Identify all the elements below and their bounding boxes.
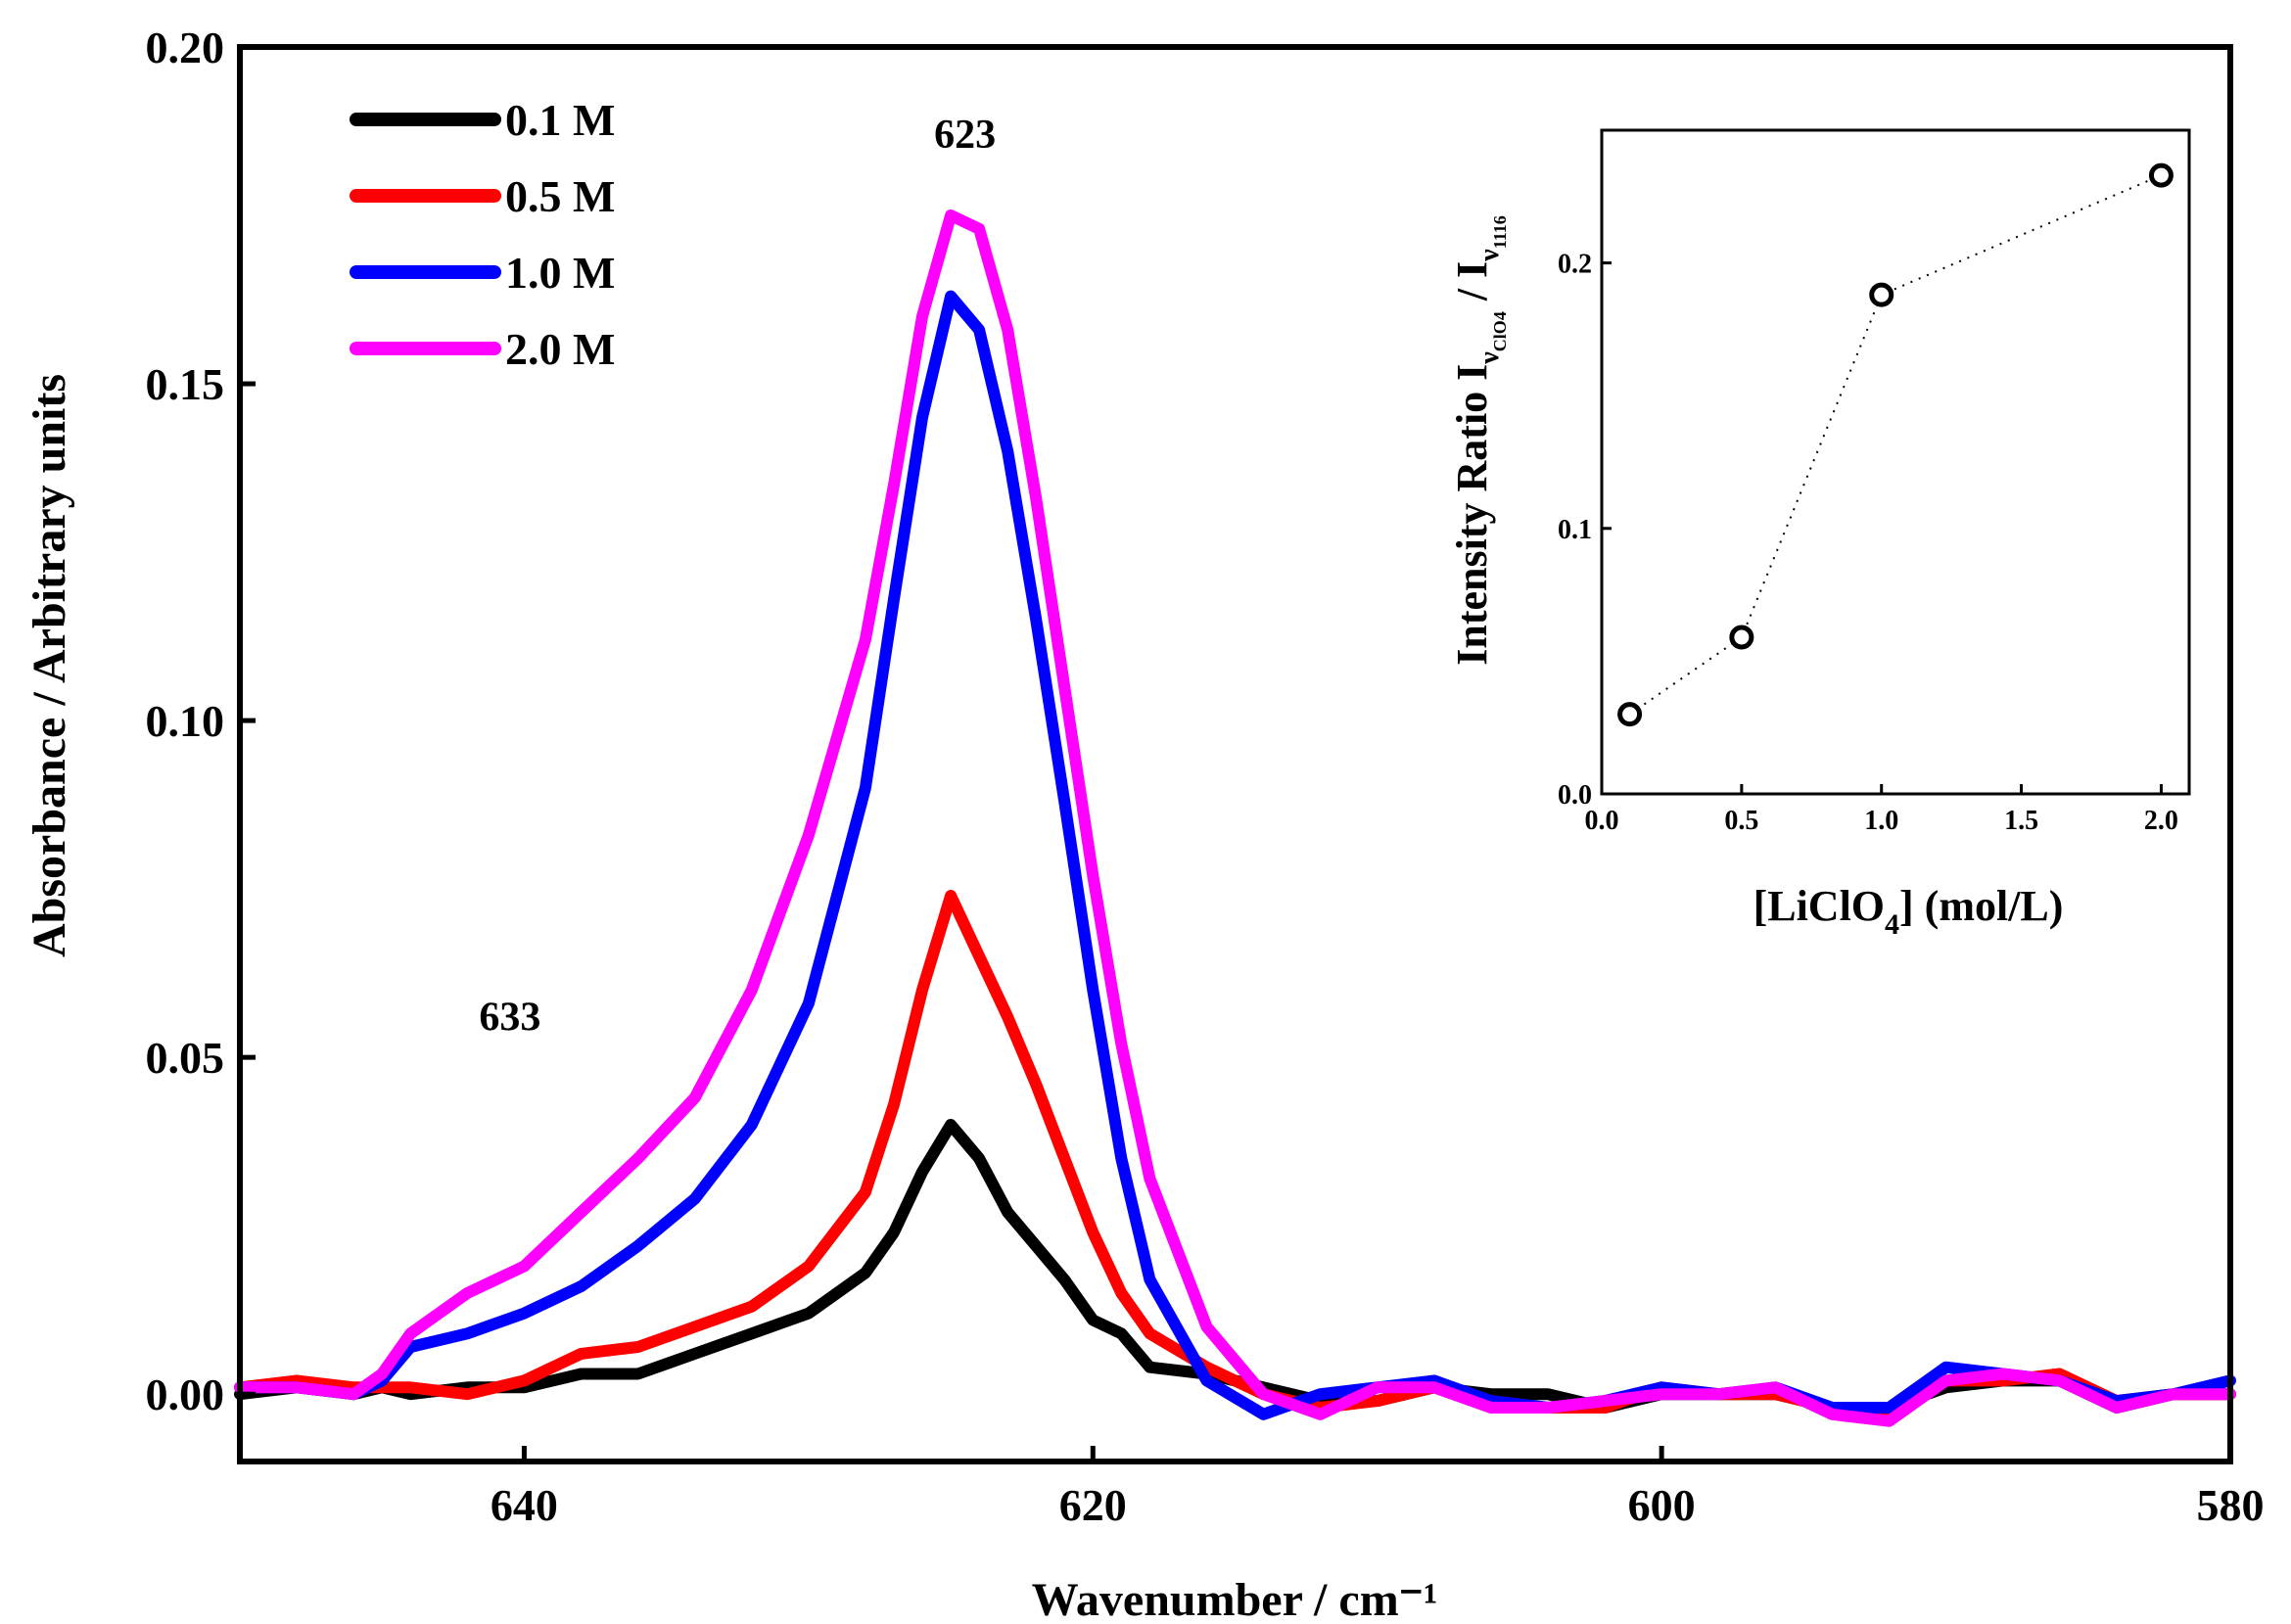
main-ticks-group: 640 620 600 580 0.00 0.05 0.10 0.15 0.20 [146,23,2265,1530]
inset-y-tick-label: 0.0 [1558,780,1592,811]
inset-points-group [1617,162,2174,727]
y-axis-title: Absorbance / Arbitrary units [23,374,75,957]
peak-annotation: 623 [934,113,996,158]
inset-data-point [1869,282,1894,307]
x-axis-title: Wavenumber / cm⁻¹ [1032,1574,1438,1624]
x-tick-label: 640 [491,1480,558,1530]
main-annotations-group: 623 633 [479,113,996,1040]
inset-x-tick-label: 0.0 [1585,806,1619,836]
inset-x-tick-label: 1.5 [2004,806,2038,836]
y-tick-label: 0.10 [146,696,225,746]
inset-x-axis-title-close: ] (mol/L) [1899,882,2063,930]
inset-x-tick-label: 1.0 [1864,806,1898,836]
inset-data-point [1617,702,1643,727]
x-tick-label: 580 [2197,1480,2265,1530]
legend-label: 2.0 M [505,324,615,374]
y-tick-label: 0.20 [146,23,225,72]
y-tick-label: 0.05 [146,1033,225,1083]
inset-x-axis-title-open: [LiClO [1753,882,1885,930]
series-line-1-0-m [234,290,2236,1420]
inset-y-tick-label: 0.2 [1558,250,1592,280]
legend: 0.1 M 0.5 M 1.0 M 2.0 M [350,95,615,374]
inset-x-axis-title-sub: 4 [1885,908,1899,941]
inset-x-axis-title: [LiClO4] (mol/L) [1753,882,2064,941]
x-tick-label: 600 [1628,1480,1696,1530]
inset-y-axis-title-mid: / I [1448,261,1496,311]
inset-y-axis-sub2-prefix: ν [1474,249,1505,262]
series-line-2-0-m [234,209,2236,1427]
inset-y-axis-title: Intensity Ratio IνClO4 / Iν1116 [1448,215,1510,665]
inset-y-tick-label: 0.1 [1558,515,1592,545]
main-plot-frame [237,44,2233,1464]
inset-y-axis-sub2-sub: 1116 [1490,215,1510,249]
inset-plot-frame [1600,128,2191,796]
inset-y-axis-sub1-prefix: ν [1474,351,1505,365]
main-series-group [234,209,2236,1427]
inset-x-tick-label: 2.0 [2144,806,2178,836]
inset-data-point [1729,625,1754,650]
peak-annotation: 633 [479,996,540,1041]
inset-x-tick-label: 0.5 [1724,806,1758,836]
inset-y-axis-sub1-sub: ClO4 [1490,311,1510,351]
inset-plot: 0.0 0.5 1.0 1.5 2.0 0.0 0.1 0.2 [LiClO4] (mol/L… [1448,128,2191,941]
inset-data-point [2148,162,2174,188]
inset-ticks-group: 0.0 0.5 1.0 1.5 2.0 0.0 0.1 0.2 [1558,250,2178,836]
legend-label: 1.0 M [505,248,615,298]
legend-label: 0.5 M [505,171,615,221]
x-tick-label: 620 [1059,1480,1127,1530]
y-tick-label: 0.15 [146,359,225,409]
y-tick-label: 0.00 [146,1369,225,1419]
inset-y-axis-title-main: Intensity Ratio I [1448,364,1496,666]
legend-label: 0.1 M [505,95,615,145]
